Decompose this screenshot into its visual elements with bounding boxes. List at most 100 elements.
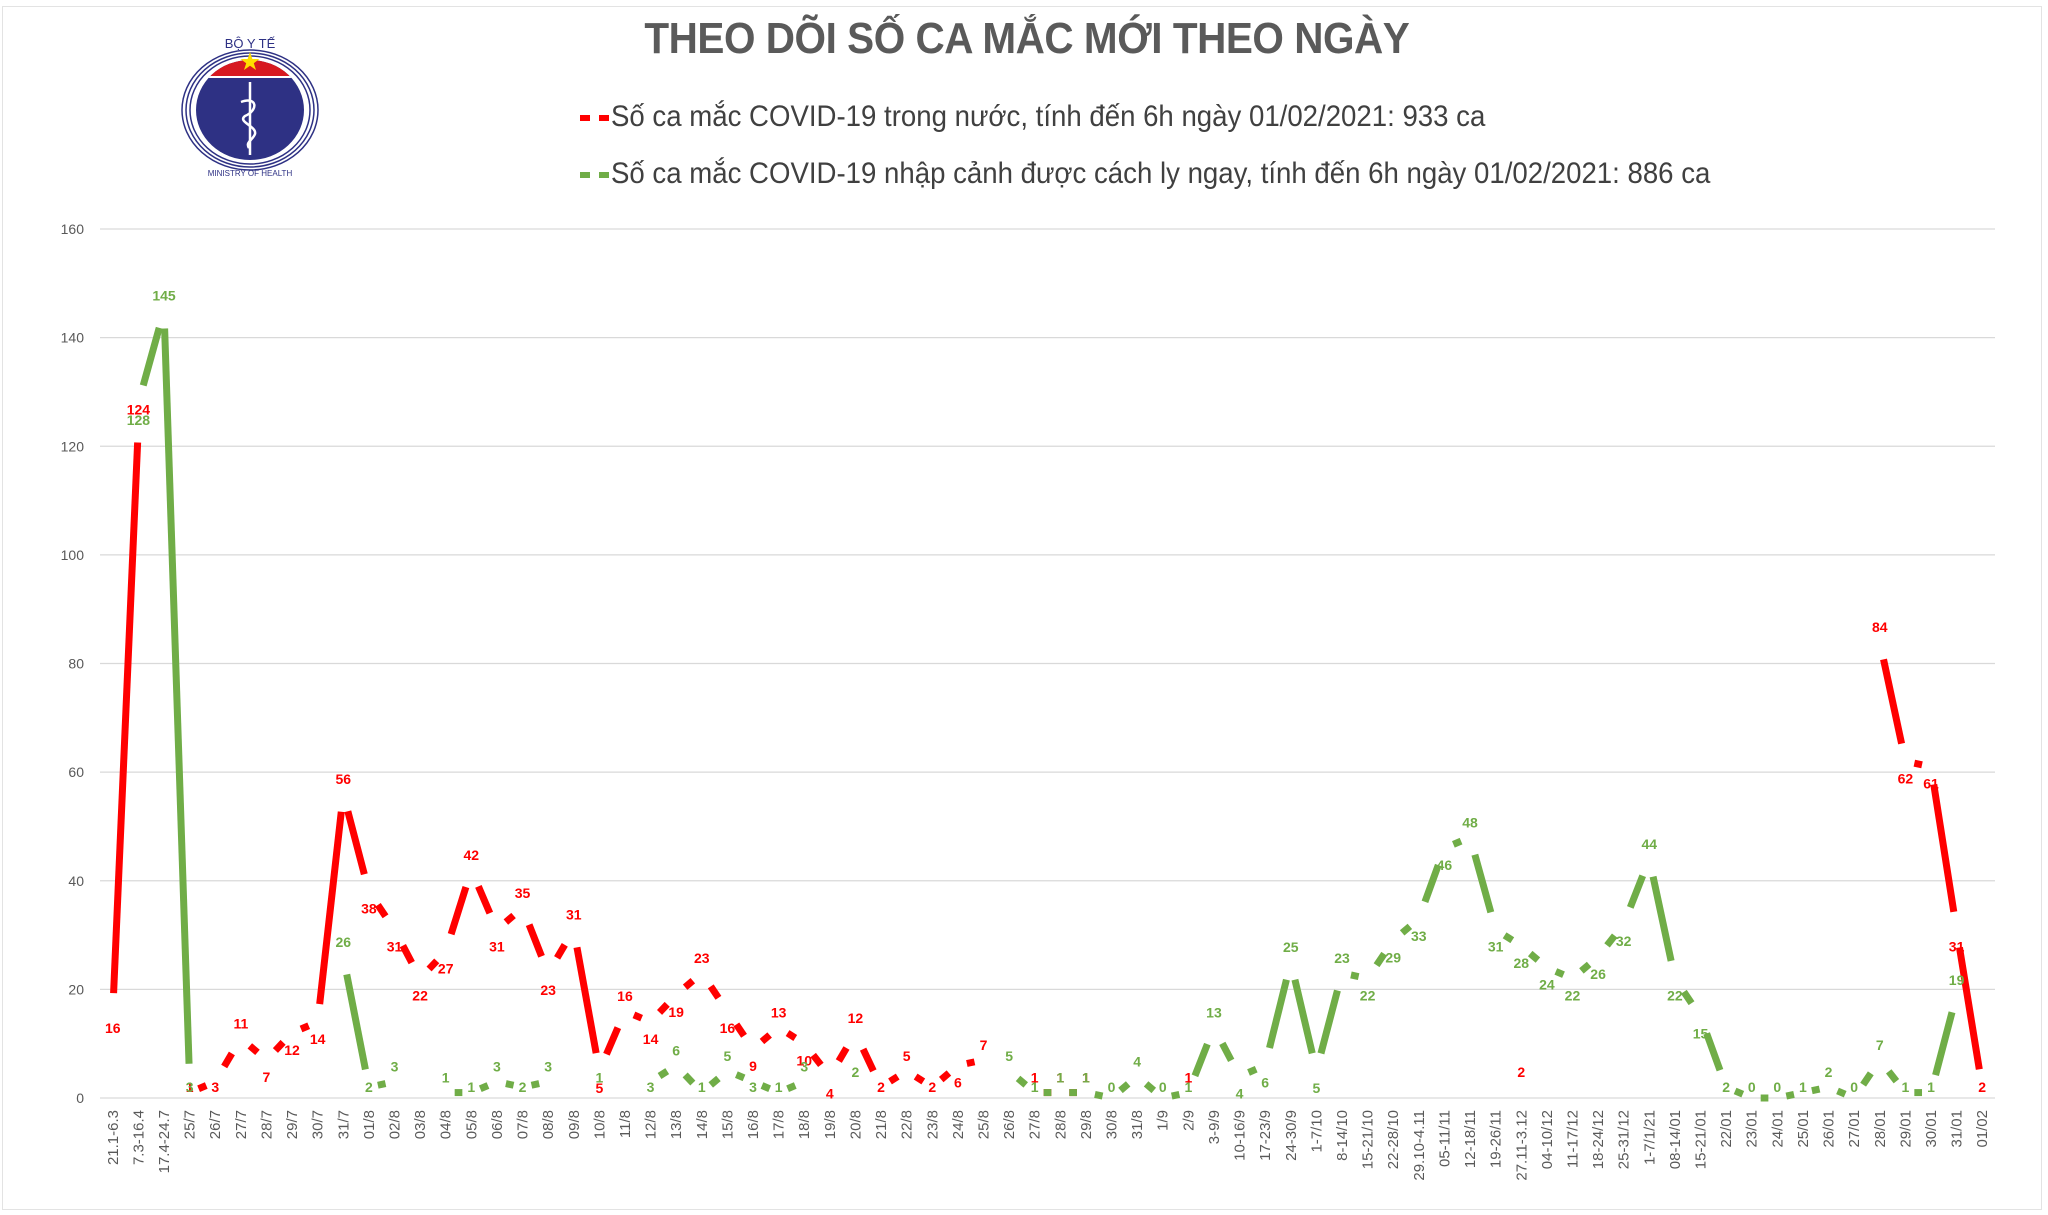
series-0-data-label: 23: [694, 950, 710, 966]
series-0-segment: [1930, 783, 1958, 913]
x-tick-label: 28/8: [1052, 1110, 1069, 1139]
series-1-data-label: 33: [1411, 928, 1427, 944]
series-1-segment: [1527, 950, 1541, 963]
series-1-segment: [657, 1068, 670, 1079]
series-1-data-label: 1: [442, 1070, 450, 1086]
series-1-data-label: 0: [1773, 1079, 1781, 1095]
series-0-segment: [299, 1022, 311, 1033]
series-0-segment: [603, 1026, 622, 1056]
series-1-segment: [377, 1080, 387, 1089]
x-tick-label: 24-30/9: [1283, 1110, 1300, 1161]
series-1-data-label: 24: [1539, 977, 1555, 993]
series-0-segment: [1913, 759, 1923, 769]
series-1-data-label: 28: [1513, 955, 1529, 971]
x-tick-label: 27/7: [233, 1110, 250, 1139]
x-tick-label: 23/01: [1744, 1110, 1761, 1148]
series-1-data-label: 6: [672, 1042, 680, 1058]
series-0-data-label: 16: [720, 1020, 736, 1036]
series-0-data-label: 1: [1031, 1070, 1039, 1086]
series-0-segment: [1956, 946, 1983, 1070]
series-0-data-label: 42: [464, 847, 480, 863]
series-1-data-label: 25: [1283, 939, 1299, 955]
x-tick-label: 25/01: [1795, 1110, 1812, 1148]
y-tick-label: 0: [76, 1090, 84, 1106]
logo-bottom-text: MINISTRY OF HEALTH: [208, 169, 293, 178]
series-1-segment: [1860, 1071, 1874, 1087]
x-tick-label: 22/01: [1718, 1110, 1735, 1148]
series-1-segment: [1836, 1087, 1847, 1098]
x-tick-label: 30/01: [1923, 1110, 1940, 1148]
series-0-data-label: 1: [1056, 1070, 1064, 1086]
x-tick-label: 8-14/10: [1334, 1110, 1351, 1161]
legend-item-domestic: Số ca mắc COVID-19 trong nước, tính đến …: [580, 100, 1561, 134]
series-1-segment: [530, 1080, 540, 1089]
x-tick-label: 14/8: [694, 1110, 711, 1139]
series-1-segment: [1118, 1081, 1131, 1094]
x-tick-label: 16/8: [745, 1110, 762, 1139]
series-1-data-label: 145: [152, 287, 176, 303]
series-0-data-label: 2: [1517, 1064, 1525, 1080]
series-1-segment: [1452, 837, 1463, 848]
series-1-data-label: 6: [1261, 1074, 1269, 1090]
series-0-data-label: 1: [1184, 1070, 1192, 1086]
x-tick-label: 17/8: [771, 1110, 788, 1139]
series-1-data-label: 2: [1722, 1079, 1730, 1095]
x-tick-label: 21.1-6.3: [105, 1110, 122, 1165]
x-tick-label: 18-24/12: [1590, 1110, 1607, 1169]
x-tick-label: 29.10-4.11: [1411, 1110, 1428, 1181]
series-0-data-label: 2: [928, 1079, 936, 1095]
x-tick-label: 21/8: [873, 1110, 890, 1139]
series-1-segment: [505, 1080, 515, 1089]
series-1-data-label: 1: [1927, 1079, 1935, 1095]
series-1-data-label: 0: [1748, 1079, 1756, 1095]
legend-swatch-green-icon: [580, 172, 590, 179]
series-1-data-label: 13: [1206, 1004, 1222, 1020]
x-tick-label: 31/8: [1129, 1110, 1146, 1139]
x-tick-label: 27/8: [1027, 1110, 1044, 1139]
series-1-segment: [1170, 1091, 1181, 1100]
series-1-segment: [1604, 933, 1618, 948]
series-1-data-label: 22: [1565, 988, 1581, 1004]
x-tick-label: 29/01: [1897, 1110, 1914, 1148]
y-tick-label: 100: [61, 547, 85, 563]
series-1-segment: [1373, 951, 1388, 968]
legend-label-domestic: Số ca mắc COVID-19 trong nước, tính đến …: [611, 100, 1486, 133]
series-1-segment: [682, 1072, 696, 1086]
series-1-segment: [1399, 923, 1413, 936]
y-tick-label: 120: [61, 438, 85, 454]
x-tick-label: 01/8: [361, 1110, 378, 1139]
x-tick-label: 28/7: [258, 1110, 275, 1139]
series-1-segment: [1733, 1087, 1745, 1098]
series-0-segment: [525, 923, 545, 958]
x-tick-label: 04/8: [438, 1110, 455, 1139]
series-0-data-label: 13: [771, 1004, 787, 1020]
series-0-segment: [554, 943, 568, 960]
series-1-segment: [1191, 1042, 1211, 1078]
series-1-data-label: 1: [1082, 1070, 1090, 1086]
y-tick-label: 40: [68, 873, 84, 889]
series-1-segment: [1143, 1081, 1157, 1094]
series-0-segment: [759, 1032, 772, 1045]
series-1-segment: [1291, 978, 1316, 1055]
x-tick-label: 23/8: [924, 1110, 941, 1139]
series-1-segment: [760, 1082, 772, 1092]
series-1-segment: [786, 1082, 797, 1092]
series-0-segment: [344, 810, 368, 876]
series-1-segment: [343, 973, 369, 1071]
x-tick-label: 12/8: [643, 1110, 660, 1139]
series-0-segment: [316, 811, 345, 1005]
series-0-data-label: 2: [1978, 1079, 1986, 1095]
series-1-data-label: 3: [493, 1059, 501, 1075]
series-1-data-label: 31: [1488, 939, 1504, 955]
x-tick-label: 22/8: [899, 1110, 916, 1139]
series-1-segment: [1266, 978, 1290, 1049]
series-1-segment: [1811, 1085, 1821, 1095]
series-1-segment: [1471, 853, 1495, 914]
series-1-data-label: 48: [1462, 814, 1478, 830]
series-0-segment: [859, 1047, 877, 1073]
x-tick-label: 11-17/12: [1564, 1110, 1581, 1168]
x-tick-label: 31/01: [1949, 1110, 1966, 1148]
y-tick-label: 160: [61, 221, 85, 237]
series-1-segment: [139, 326, 163, 387]
x-tick-label: 7.3-16.4: [130, 1110, 147, 1165]
